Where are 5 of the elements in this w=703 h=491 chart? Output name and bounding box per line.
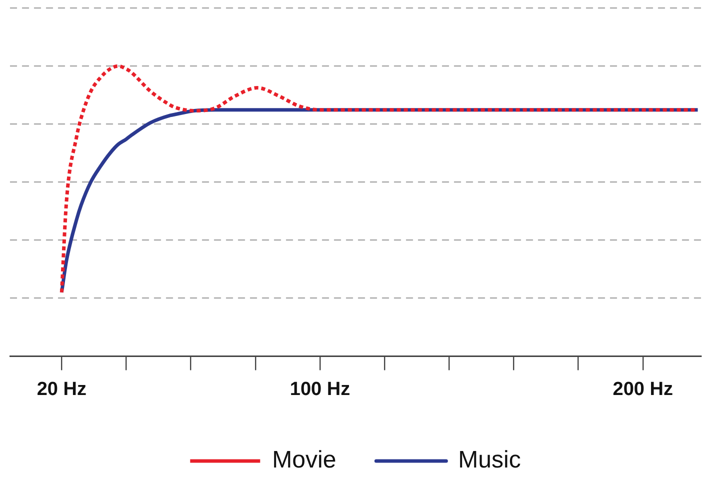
legend-label: Movie [272,446,336,474]
x-tick-label: 20 Hz [36,378,86,400]
legend-label: Music [458,446,521,474]
x-tick-label: 100 Hz [290,378,350,400]
x-tick-label: 200 Hz [612,378,673,400]
